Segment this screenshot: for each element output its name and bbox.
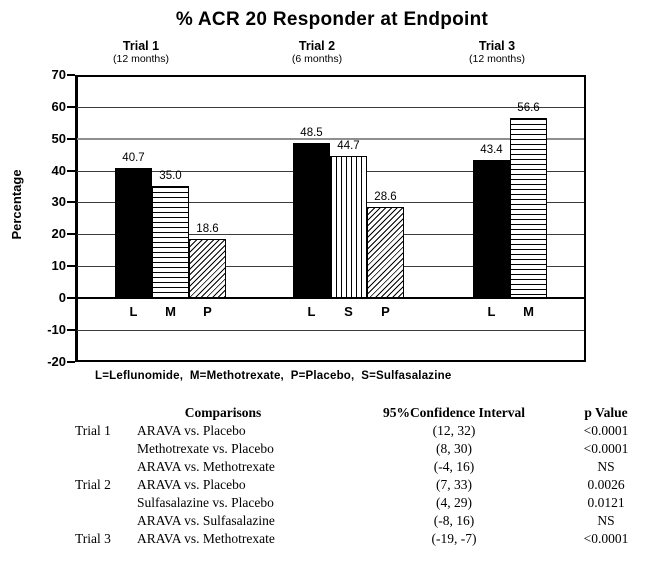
bar-trial2-L	[293, 143, 330, 298]
bar-trial1-L	[115, 168, 152, 298]
bar-value-trial1-M: 35.0	[159, 170, 182, 182]
chart-title: % ACR 20 Responder at Endpoint	[175, 9, 489, 30]
bar-value-trial1-P: 18.6	[196, 223, 219, 235]
table-cell-ci: (8, 30)	[436, 441, 472, 456]
group-header-3: Trial 3	[478, 39, 516, 53]
table-cell-ci: (-8, 16)	[433, 513, 475, 528]
y-tick-label-10: 10	[51, 258, 66, 273]
table-cell-ci: (-19, -7)	[431, 531, 477, 546]
bar-value-trial2-P: 28.6	[374, 191, 397, 203]
y-tick-label-60: 60	[51, 99, 66, 114]
table-cell-comparison: ARAVA vs. Placebo	[137, 423, 246, 438]
bar-axis-label-trial1-M: M	[165, 304, 176, 319]
bar-axis-label-trial1-P: P	[203, 304, 212, 319]
bar-trial1-P	[189, 239, 226, 298]
table-cell-pvalue: <0.0001	[583, 441, 629, 456]
table-cell-comparison: ARAVA vs. Methotrexate	[137, 531, 275, 546]
table-cell-comparison: Sulfasalazine vs. Placebo	[137, 495, 274, 510]
table-cell-ci: (-4, 16)	[433, 459, 475, 474]
y-tick-label--20: -20	[47, 354, 66, 369]
table-cell-comparison: ARAVA vs. Placebo	[137, 477, 246, 492]
bar-value-trial1-L: 40.7	[122, 152, 145, 164]
y-tick-label-40: 40	[51, 163, 66, 178]
bar-axis-label-trial2-P: P	[381, 304, 390, 319]
y-tick-mark-40	[67, 170, 75, 172]
legend-footnote: L=Leflunomide, M=Methotrexate, P=Placebo…	[95, 370, 452, 382]
plot-frame	[75, 75, 586, 362]
bar-value-trial3-M: 56.6	[517, 102, 540, 114]
table-cell-pvalue: <0.0001	[583, 531, 629, 546]
table-header-comparisons: Comparisons	[184, 405, 262, 420]
y-tick-mark--10	[67, 329, 75, 331]
table-cell-trial: Trial 2	[75, 477, 111, 492]
table-cell-comparison: Methotrexate vs. Placebo	[137, 441, 274, 456]
table-cell-pvalue: NS	[597, 513, 615, 528]
table-cell-pvalue: 0.0026	[587, 477, 625, 492]
table-cell-pvalue: 0.0121	[587, 495, 625, 510]
bar-trial3-L	[473, 160, 510, 298]
group-duration-1: (12 months)	[112, 53, 170, 65]
bar-value-trial3-L: 43.4	[480, 144, 503, 156]
group-duration-2: (6 months)	[291, 53, 343, 65]
bar-value-trial2-S: 44.7	[337, 140, 360, 152]
y-tick-label-70: 70	[51, 67, 66, 82]
bar-trial2-P	[367, 207, 404, 298]
gridline-50	[77, 138, 584, 140]
gridline-60	[77, 107, 584, 108]
bar-trial2-S	[330, 156, 367, 298]
table-cell-comparison: ARAVA vs. Methotrexate	[137, 459, 275, 474]
bar-axis-label-trial3-L: L	[487, 304, 496, 319]
y-tick-mark--20	[67, 361, 75, 363]
table-cell-trial: Trial 3	[75, 531, 111, 546]
y-tick-mark-0	[67, 297, 75, 299]
table-cell-trial: Trial 1	[75, 423, 111, 438]
y-tick-mark-50	[67, 138, 75, 140]
y-tick-label-20: 20	[51, 226, 66, 241]
table-cell-pvalue: <0.0001	[583, 423, 629, 438]
table-cell-ci: (12, 32)	[432, 423, 476, 438]
group-header-1: Trial 1	[122, 39, 160, 53]
gridline--10	[77, 330, 584, 331]
y-tick-label--10: -10	[47, 322, 66, 337]
y-tick-mark-30	[67, 201, 75, 203]
table-cell-ci: (7, 33)	[436, 477, 472, 492]
bar-axis-label-trial1-L: L	[129, 304, 138, 319]
table-header-ci: 95%Confidence Interval	[382, 405, 526, 420]
bar-axis-label-trial2-L: L	[307, 304, 316, 319]
bar-axis-label-trial2-S: S	[344, 304, 353, 319]
table-cell-comparison: ARAVA vs. Sulfasalazine	[137, 513, 275, 528]
gridline-0	[77, 297, 584, 299]
y-tick-mark-60	[67, 106, 75, 108]
bar-axis-label-trial3-M: M	[523, 304, 534, 319]
y-tick-mark-20	[67, 233, 75, 235]
group-header-2: Trial 2	[298, 39, 336, 53]
y-tick-mark-70	[67, 74, 75, 76]
y-tick-label-30: 30	[51, 194, 66, 209]
table-header-pvalue: p Value	[584, 405, 628, 420]
y-tick-label-0: 0	[58, 290, 66, 305]
bar-value-trial2-L: 48.5	[300, 127, 323, 139]
bar-trial1-M	[152, 186, 189, 298]
group-duration-3: (12 months)	[468, 53, 526, 65]
y-tick-mark-10	[67, 265, 75, 267]
table-cell-pvalue: NS	[597, 459, 615, 474]
bar-trial3-M	[510, 118, 547, 298]
table-cell-ci: (4, 29)	[436, 495, 472, 510]
y-tick-label-50: 50	[51, 131, 66, 146]
